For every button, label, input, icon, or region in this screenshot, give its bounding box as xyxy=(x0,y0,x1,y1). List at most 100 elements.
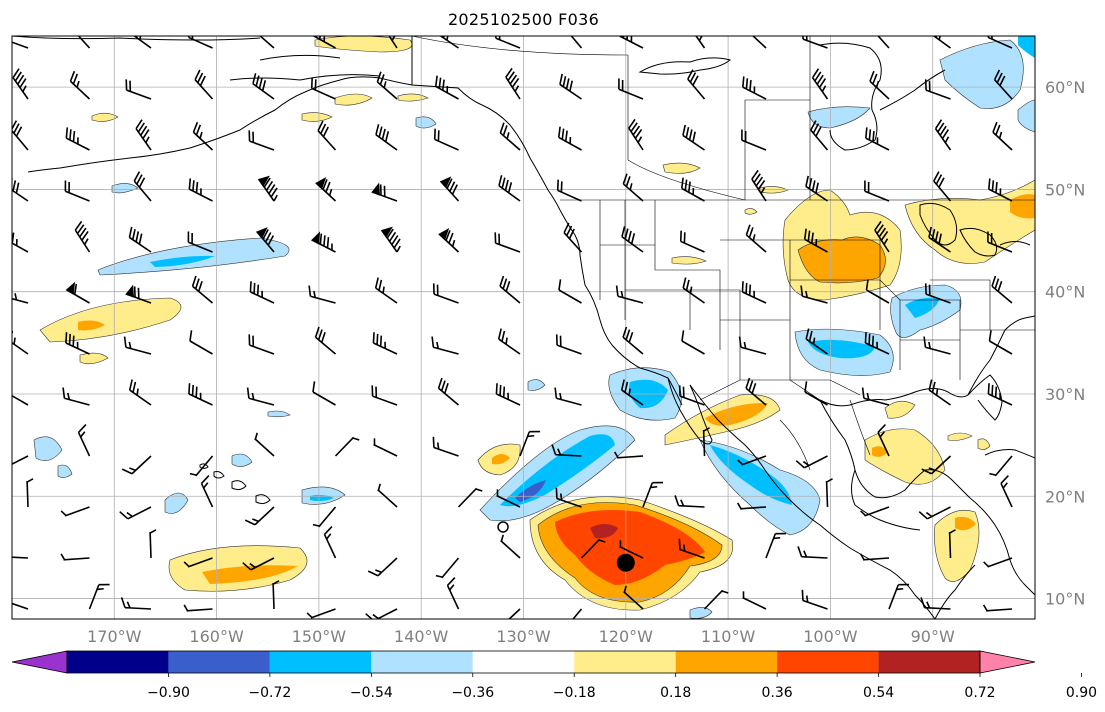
wind-barb xyxy=(200,475,214,508)
colorbar-tick-label: 0.72 xyxy=(964,685,995,701)
colorbar-tick-label: −0.90 xyxy=(147,685,190,701)
wind-barb xyxy=(618,78,644,100)
wind-barb xyxy=(12,178,29,202)
wind-barb xyxy=(988,178,1013,202)
wind-barb xyxy=(306,608,336,619)
wind-barb xyxy=(622,326,644,355)
wind-barb xyxy=(928,226,951,253)
wind-barb xyxy=(825,478,833,508)
wind-barb xyxy=(432,283,459,304)
latitude-tick-label: 40°N xyxy=(1045,283,1085,302)
wind-barb xyxy=(742,76,767,100)
anomaly-shading xyxy=(33,36,1035,619)
wind-barb xyxy=(580,538,606,559)
wind-barb xyxy=(248,130,275,151)
wind-barb xyxy=(621,226,644,253)
wind-barb xyxy=(382,36,398,49)
positive-anomaly-region xyxy=(662,162,701,174)
wind-barb xyxy=(439,176,460,202)
wind-barb xyxy=(120,597,152,610)
wind-barb xyxy=(865,127,890,151)
wind-barb xyxy=(801,589,828,610)
longitude-tick-label: 170°W xyxy=(87,627,142,646)
wind-barb xyxy=(680,177,705,202)
wind-barb xyxy=(992,121,1013,151)
wind-barb xyxy=(934,119,952,151)
axis-labels: 170°W 160°W 150°W 140°W 130°W 120°W 110°W 100°W… xyxy=(87,78,1085,646)
wind-barb xyxy=(432,436,459,457)
wind-barb xyxy=(628,118,644,151)
colorbar-segment xyxy=(777,651,879,673)
colorbar-tick-label: −0.72 xyxy=(248,685,291,701)
wind-barb xyxy=(805,328,828,355)
wind-barb xyxy=(125,284,152,304)
wind-barb xyxy=(678,385,705,406)
wind-barb xyxy=(494,232,521,253)
wind-barb xyxy=(446,577,460,610)
longitude-tick-label: 100°W xyxy=(803,627,858,646)
wind-barb xyxy=(801,36,828,49)
colorbar-labels: −0.90 −0.72 −0.54 −0.36 −0.18 0.18 0.36 0.54 0.7… xyxy=(147,673,1097,701)
negative-anomaly-region xyxy=(1018,36,1035,58)
wind-barb xyxy=(310,77,336,100)
negative-anomaly-region xyxy=(689,607,713,619)
wind-barb xyxy=(12,68,29,100)
wind-barb xyxy=(367,557,398,577)
wind-barb xyxy=(797,546,828,559)
wind-barb xyxy=(272,580,280,610)
wind-barb xyxy=(742,591,767,610)
wind-barb xyxy=(811,68,829,100)
wind-barb xyxy=(559,73,582,100)
negative-anomaly-region xyxy=(939,39,1024,109)
wind-barb xyxy=(433,128,459,151)
wind-barb xyxy=(988,330,1013,355)
wind-barb xyxy=(121,455,152,475)
wind-barb xyxy=(558,279,582,304)
wind-barb xyxy=(642,481,664,508)
wind-barb xyxy=(804,381,828,406)
wind-barb xyxy=(12,455,29,469)
latitude-tick-label: 60°N xyxy=(1045,78,1085,97)
wind-barb xyxy=(12,599,29,610)
negative-anomaly-region xyxy=(710,445,792,505)
wind-barb xyxy=(183,604,213,612)
wind-barb xyxy=(499,122,521,151)
wind-barb xyxy=(375,124,398,151)
positive-anomaly-region xyxy=(590,524,618,539)
wind-barb xyxy=(933,171,952,202)
wind-barb xyxy=(551,444,582,457)
wind-barb xyxy=(741,129,767,151)
wind-barb xyxy=(948,529,956,559)
wind-barb xyxy=(189,455,214,477)
longitude-tick-label: 90°W xyxy=(911,627,955,646)
wind-barb xyxy=(921,455,952,475)
wind-barb xyxy=(874,220,890,253)
wind-barb xyxy=(498,175,521,202)
colorbar-segment xyxy=(472,651,575,673)
wind-barb xyxy=(457,487,483,508)
wind-barb xyxy=(312,506,337,528)
latitude-tick-label: 10°N xyxy=(1045,590,1085,609)
wind-barb xyxy=(810,120,829,151)
wind-barb xyxy=(62,387,90,406)
colorbar xyxy=(11,650,1036,674)
colorbar-segment xyxy=(675,651,778,673)
latitude-tick-label: 50°N xyxy=(1045,180,1085,199)
colorbar-tick-label: −0.36 xyxy=(451,685,494,701)
wind-barb xyxy=(377,483,398,508)
wind-barb xyxy=(751,169,767,202)
wind-barb xyxy=(519,430,541,457)
wind-barb xyxy=(741,281,767,304)
wind-barb xyxy=(315,177,337,202)
wind-barb xyxy=(987,383,1013,406)
colorbar-tick-label: −0.54 xyxy=(350,685,393,701)
wind-barb xyxy=(920,597,951,610)
wind-barb xyxy=(373,438,398,457)
positive-anomaly-region xyxy=(301,112,333,122)
wind-barb xyxy=(12,287,29,304)
wind-barb xyxy=(681,330,705,355)
wind-barb xyxy=(615,285,644,304)
wind-barb xyxy=(871,36,890,49)
positive-anomaly-region xyxy=(955,516,976,531)
